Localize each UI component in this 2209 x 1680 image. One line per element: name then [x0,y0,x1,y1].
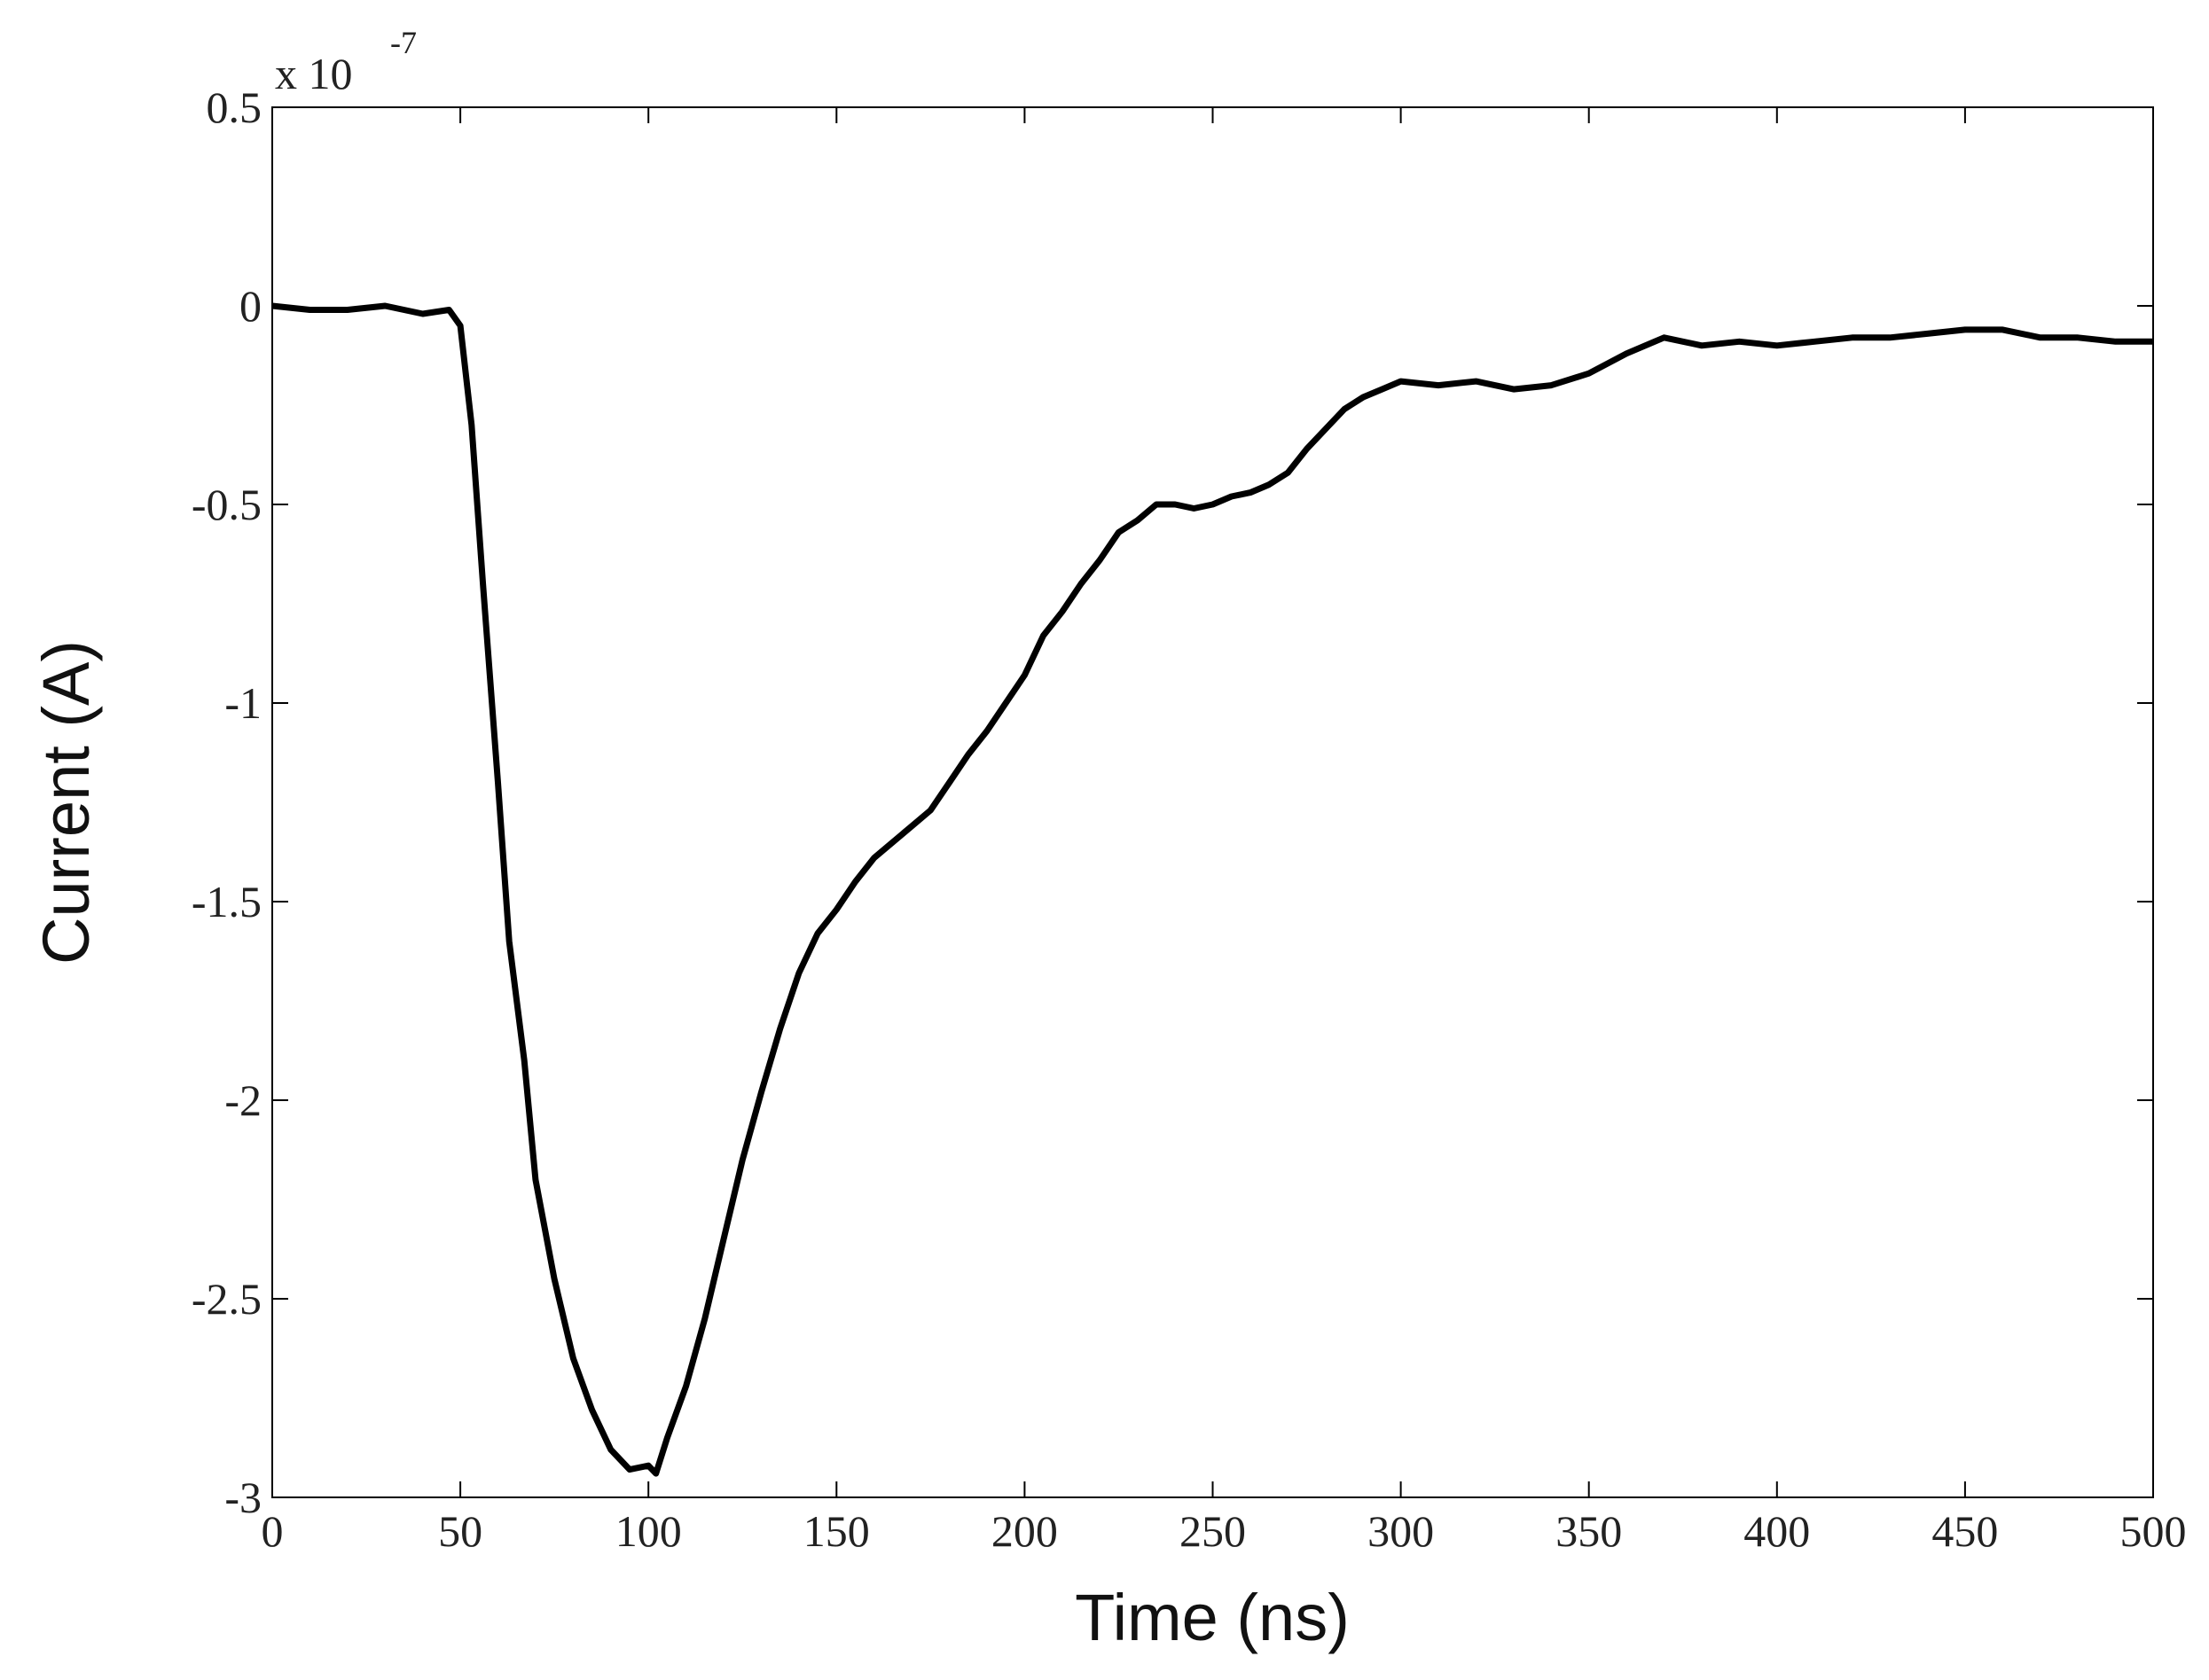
x-tick-label: 450 [1931,1506,1998,1556]
y-axis-label: Current (A) [29,640,103,965]
y-multiplier-exponent: -7 [390,25,417,60]
y-tick-label: -2 [224,1075,262,1125]
y-tick-label: -2.5 [192,1274,262,1324]
y-tick-label: 0 [239,281,262,331]
x-tick-label: 150 [803,1506,870,1556]
y-tick-label: -3 [224,1473,262,1522]
x-tick-label: 300 [1367,1506,1434,1556]
x-tick-label: 100 [615,1506,682,1556]
y-tick-label: -1.5 [192,877,262,926]
x-tick-label: 500 [2120,1506,2187,1556]
data-line [271,302,2153,1477]
x-tick-label: 200 [991,1506,1058,1556]
x-axis-label: Time (ns) [1075,1581,1350,1654]
y-tick-label: -0.5 [192,480,262,529]
x-tick-label: 50 [438,1506,482,1556]
y-multiplier: x 10 [275,49,353,98]
y-tick-label: 0.5 [207,82,262,132]
x-tick-label: 350 [1555,1506,1622,1556]
x-tick-label: 400 [1743,1506,1810,1556]
y-tick-label: -1 [224,678,262,728]
x-tick-label: 0 [262,1506,284,1556]
x-tick-label: 250 [1179,1506,1246,1556]
